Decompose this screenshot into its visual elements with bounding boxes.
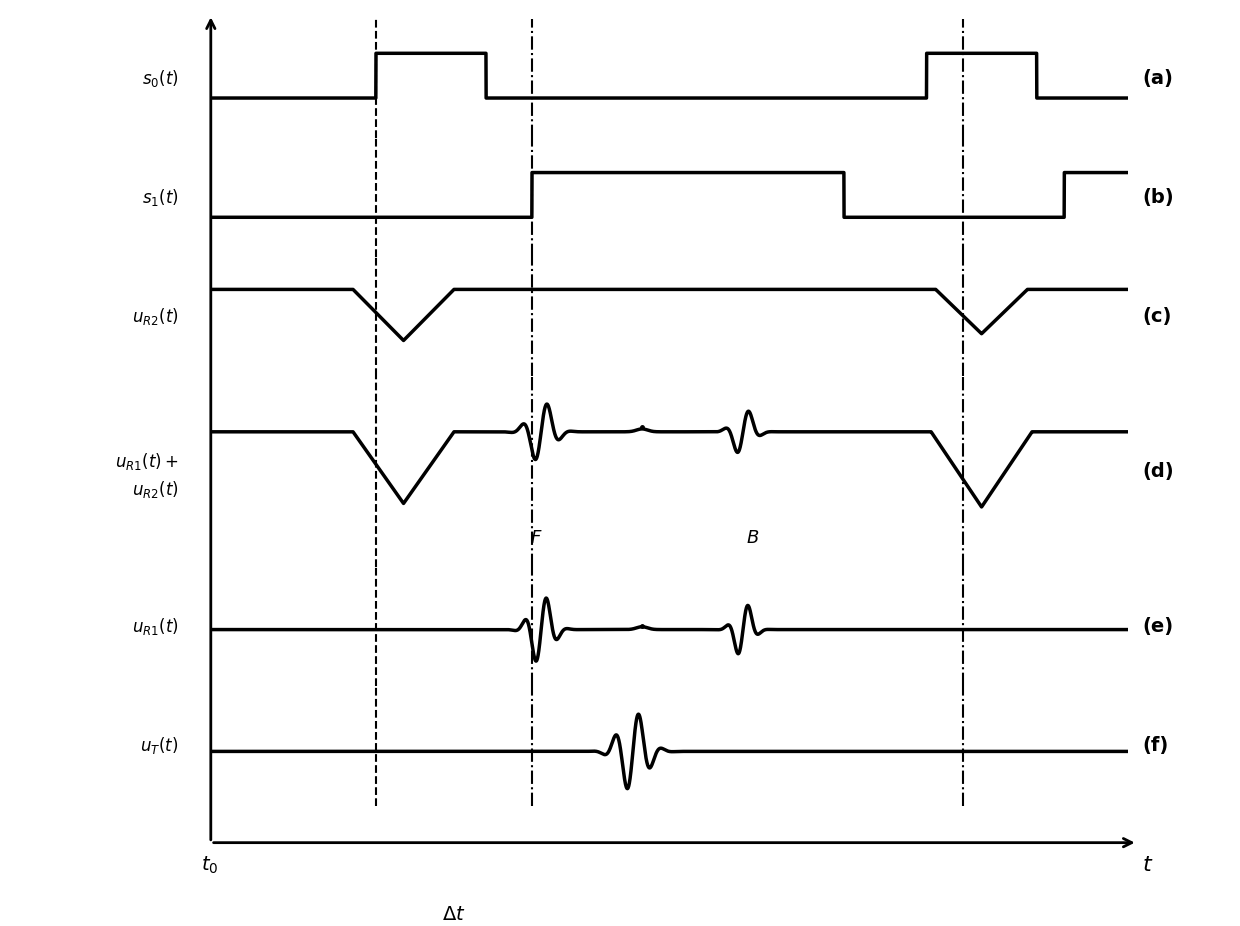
Text: $F$: $F$ [531, 529, 543, 547]
Text: $s_1(t)$: $s_1(t)$ [143, 187, 179, 208]
Text: $u_T(t)$: $u_T(t)$ [140, 735, 179, 757]
Text: $u_{R1}(t)$: $u_{R1}(t)$ [133, 616, 179, 637]
Text: (a): (a) [1142, 69, 1173, 88]
Text: (b): (b) [1142, 188, 1174, 206]
Text: $\Delta t$: $\Delta t$ [443, 905, 466, 923]
Text: $t_0$: $t_0$ [201, 855, 218, 876]
Text: (f): (f) [1142, 736, 1168, 756]
Text: $u_{R1}(t)+$: $u_{R1}(t)+$ [115, 451, 179, 471]
Text: $u_{R2}(t)$: $u_{R2}(t)$ [133, 307, 179, 327]
Text: (d): (d) [1142, 462, 1174, 482]
Text: $B$: $B$ [745, 529, 759, 547]
Text: $t$: $t$ [1142, 855, 1153, 875]
Text: $s_0(t)$: $s_0(t)$ [143, 68, 179, 89]
Text: (e): (e) [1142, 618, 1173, 636]
Text: $u_{R2}(t)$: $u_{R2}(t)$ [133, 479, 179, 499]
Text: (c): (c) [1142, 307, 1172, 326]
